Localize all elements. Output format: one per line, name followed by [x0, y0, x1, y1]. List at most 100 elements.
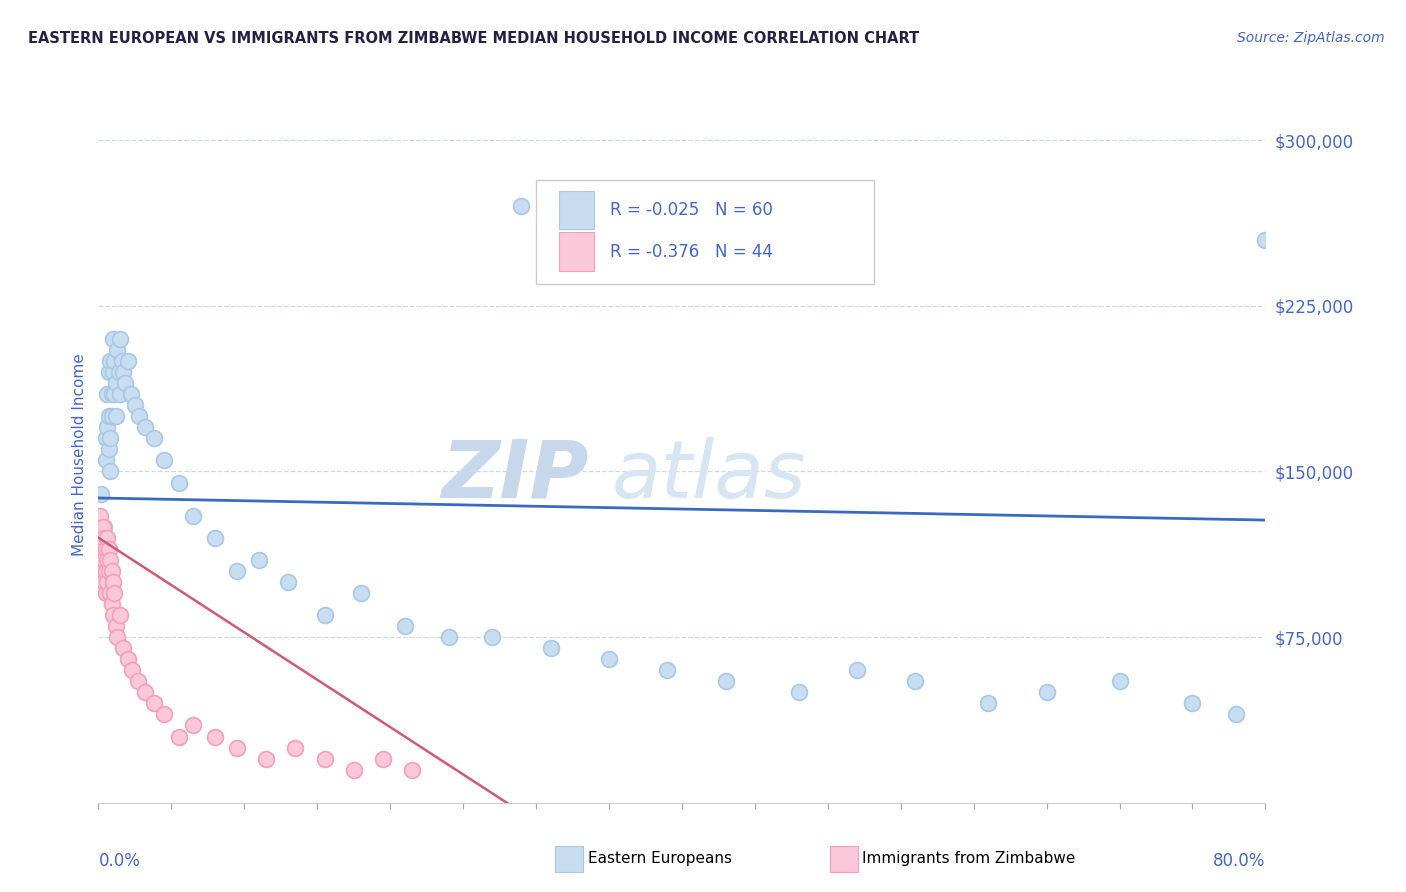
Point	[91, 541, 114, 556]
Point	[394, 619, 416, 633]
Point	[128, 409, 150, 424]
Point	[314, 751, 336, 765]
Point	[204, 531, 226, 545]
Point	[167, 475, 190, 490]
Point	[96, 387, 118, 401]
Point	[90, 531, 112, 545]
Point	[181, 508, 204, 523]
Point	[89, 508, 111, 523]
Point	[98, 354, 121, 368]
Point	[97, 541, 120, 556]
Point	[105, 630, 128, 644]
Point	[124, 398, 146, 412]
Point	[98, 431, 121, 445]
Text: atlas: atlas	[612, 437, 807, 515]
Text: ZIP: ZIP	[441, 437, 589, 515]
Point	[1225, 707, 1247, 722]
Point	[153, 707, 176, 722]
Point	[314, 608, 336, 623]
Y-axis label: Median Household Income: Median Household Income	[72, 353, 87, 557]
Point	[97, 564, 120, 578]
Point	[583, 211, 606, 225]
Point	[657, 663, 679, 677]
Point	[112, 641, 135, 656]
Point	[90, 553, 112, 567]
Point	[134, 685, 156, 699]
Point	[110, 608, 132, 623]
Point	[94, 453, 117, 467]
Point	[93, 574, 115, 589]
Point	[103, 387, 125, 401]
Point	[103, 586, 125, 600]
Point	[977, 697, 1000, 711]
Point	[226, 740, 249, 755]
Text: 80.0%: 80.0%	[1213, 852, 1265, 870]
Point	[101, 608, 124, 623]
Point	[540, 641, 562, 656]
Point	[117, 652, 139, 666]
Point	[101, 365, 124, 379]
Point	[101, 574, 124, 589]
Point	[104, 619, 127, 633]
Point	[117, 354, 139, 368]
Point	[111, 354, 134, 368]
Point	[845, 663, 868, 677]
Point	[114, 376, 136, 391]
Point	[401, 763, 423, 777]
Point	[94, 586, 117, 600]
Point	[100, 409, 122, 424]
Point	[110, 332, 132, 346]
Point	[120, 387, 142, 401]
Point	[96, 553, 118, 567]
Point	[105, 343, 128, 357]
Point	[153, 453, 176, 467]
Point	[204, 730, 226, 744]
Point	[598, 652, 620, 666]
Point	[787, 685, 810, 699]
Point	[104, 409, 127, 424]
Point	[93, 531, 115, 545]
Point	[343, 763, 366, 777]
Point	[167, 730, 190, 744]
Point	[94, 431, 117, 445]
Point	[134, 420, 156, 434]
Point	[142, 431, 165, 445]
Point	[1254, 233, 1277, 247]
Text: Source: ZipAtlas.com: Source: ZipAtlas.com	[1237, 31, 1385, 45]
Point	[94, 564, 117, 578]
Point	[247, 553, 270, 567]
Point	[101, 332, 124, 346]
Point	[226, 564, 249, 578]
Text: EASTERN EUROPEAN VS IMMIGRANTS FROM ZIMBABWE MEDIAN HOUSEHOLD INCOME CORRELATION: EASTERN EUROPEAN VS IMMIGRANTS FROM ZIMB…	[28, 31, 920, 46]
Text: Immigrants from Zimbabwe: Immigrants from Zimbabwe	[862, 852, 1076, 866]
Point	[94, 541, 117, 556]
Point	[100, 564, 122, 578]
Point	[350, 586, 373, 600]
Point	[108, 365, 131, 379]
Point	[104, 376, 127, 391]
Point	[437, 630, 460, 644]
Point	[181, 718, 204, 732]
Point	[904, 674, 927, 689]
Point	[142, 697, 165, 711]
Point	[1035, 685, 1057, 699]
Point	[1108, 674, 1130, 689]
Point	[93, 519, 115, 533]
Point	[277, 574, 299, 589]
Point	[97, 409, 120, 424]
Point	[121, 663, 143, 677]
Point	[98, 553, 121, 567]
Text: 0.0%: 0.0%	[98, 852, 141, 870]
Point	[481, 630, 503, 644]
Point	[254, 751, 277, 765]
Point	[103, 354, 125, 368]
Point	[98, 586, 121, 600]
Point	[127, 674, 149, 689]
Point	[96, 531, 118, 545]
Point	[714, 674, 737, 689]
Point	[91, 519, 114, 533]
Point	[98, 465, 121, 479]
FancyBboxPatch shape	[560, 191, 595, 229]
Point	[91, 564, 114, 578]
Point	[100, 387, 122, 401]
